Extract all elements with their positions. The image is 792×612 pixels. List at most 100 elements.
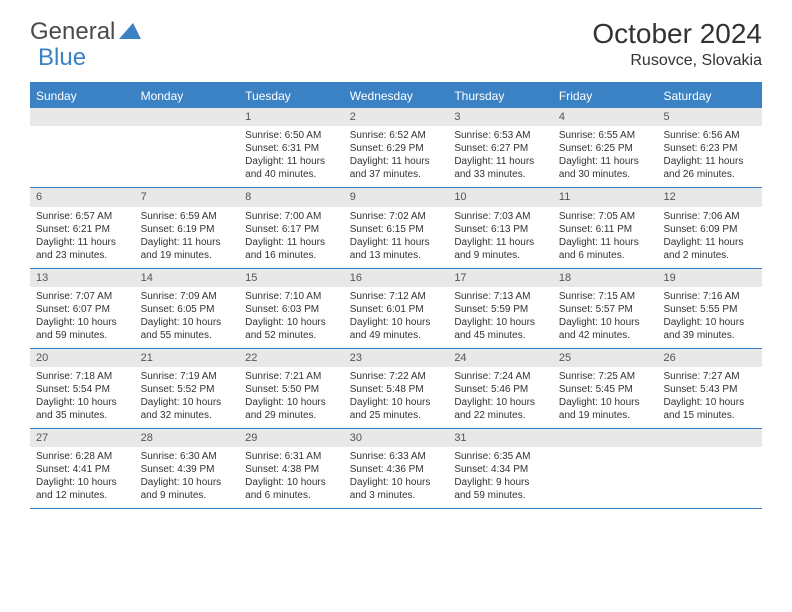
sunrise-line: Sunrise: 7:15 AM (559, 290, 652, 303)
day-cell: 1Sunrise: 6:50 AMSunset: 6:31 PMDaylight… (239, 108, 344, 187)
sunrise-line: Sunrise: 7:03 AM (454, 210, 547, 223)
sunrise-line: Sunrise: 6:28 AM (36, 450, 129, 463)
day-body: Sunrise: 7:12 AMSunset: 6:01 PMDaylight:… (344, 287, 449, 348)
day-number: 24 (448, 349, 553, 367)
daylight-line: Daylight: 9 hours and 59 minutes. (454, 476, 547, 502)
day-number: 4 (553, 108, 658, 126)
day-body: Sunrise: 6:28 AMSunset: 4:41 PMDaylight:… (30, 447, 135, 508)
sunrise-line: Sunrise: 7:22 AM (350, 370, 443, 383)
weekday-header: Friday (553, 84, 658, 108)
day-number: 20 (30, 349, 135, 367)
weekday-row: SundayMondayTuesdayWednesdayThursdayFrid… (30, 84, 762, 108)
header: General Blue October 2024 Rusovce, Slova… (0, 0, 792, 78)
sunrise-line: Sunrise: 6:31 AM (245, 450, 338, 463)
daylight-line: Daylight: 10 hours and 25 minutes. (350, 396, 443, 422)
sunset-line: Sunset: 4:39 PM (141, 463, 234, 476)
sunset-line: Sunset: 5:50 PM (245, 383, 338, 396)
sunset-line: Sunset: 4:38 PM (245, 463, 338, 476)
day-cell: 28Sunrise: 6:30 AMSunset: 4:39 PMDayligh… (135, 429, 240, 508)
sunset-line: Sunset: 4:41 PM (36, 463, 129, 476)
sunset-line: Sunset: 5:55 PM (663, 303, 756, 316)
day-cell: 8Sunrise: 7:00 AMSunset: 6:17 PMDaylight… (239, 188, 344, 267)
day-cell: 15Sunrise: 7:10 AMSunset: 6:03 PMDayligh… (239, 269, 344, 348)
weekday-header: Tuesday (239, 84, 344, 108)
daylight-line: Daylight: 11 hours and 2 minutes. (663, 236, 756, 262)
day-number: 17 (448, 269, 553, 287)
sunset-line: Sunset: 5:54 PM (36, 383, 129, 396)
day-number: 5 (657, 108, 762, 126)
day-number: 3 (448, 108, 553, 126)
sunrise-line: Sunrise: 7:02 AM (350, 210, 443, 223)
sunrise-line: Sunrise: 7:12 AM (350, 290, 443, 303)
sunset-line: Sunset: 6:31 PM (245, 142, 338, 155)
daylight-line: Daylight: 10 hours and 9 minutes. (141, 476, 234, 502)
day-cell: 21Sunrise: 7:19 AMSunset: 5:52 PMDayligh… (135, 349, 240, 428)
day-cell: 5Sunrise: 6:56 AMSunset: 6:23 PMDaylight… (657, 108, 762, 187)
sunrise-line: Sunrise: 6:52 AM (350, 129, 443, 142)
day-cell (30, 108, 135, 187)
day-number: 9 (344, 188, 449, 206)
week-row: 20 Sunrise: 7:18 AMSunset: 5:54 PM Dayligh… (30, 349, 762, 429)
day-body: Sunrise: 7:22 AMSunset: 5:48 PMDaylight:… (344, 367, 449, 428)
day-body: Sunrise: 6:50 AMSunset: 6:31 PMDaylight:… (239, 126, 344, 187)
day-cell: 6Sunrise: 6:57 AMSunset: 6:21 PMDaylight… (30, 188, 135, 267)
sunrise-line: Sunrise: 6:35 AM (454, 450, 547, 463)
day-cell: 2Sunrise: 6:52 AMSunset: 6:29 PMDaylight… (344, 108, 449, 187)
calendar: SundayMondayTuesdayWednesdayThursdayFrid… (30, 82, 762, 509)
day-cell: 22Sunrise: 7:21 AMSunset: 5:50 PMDayligh… (239, 349, 344, 428)
sunrise-line: Sunrise: 7:18 AM (36, 370, 129, 383)
daylight-line: Daylight: 10 hours and 55 minutes. (141, 316, 234, 342)
day-number: 25 (553, 349, 658, 367)
sunset-line: Sunset: 5:43 PM (663, 383, 756, 396)
day-body: Sunrise: 7:25 AMSunset: 5:45 PMDaylight:… (553, 367, 658, 428)
sunset-line: Sunset: 5:48 PM (350, 383, 443, 396)
sunset-line: Sunset: 6:01 PM (350, 303, 443, 316)
day-body: Sunrise: 7:19 AMSunset: 5:52 PMDaylight:… (135, 367, 240, 428)
day-cell: 24Sunrise: 7:24 AMSunset: 5:46 PMDayligh… (448, 349, 553, 428)
daylight-line: Daylight: 11 hours and 40 minutes. (245, 155, 338, 181)
sunset-line: Sunset: 5:45 PM (559, 383, 652, 396)
sunrise-line: Sunrise: 6:33 AM (350, 450, 443, 463)
sunset-line: Sunset: 6:11 PM (559, 223, 652, 236)
day-number: 31 (448, 429, 553, 447)
sunset-line: Sunset: 6:03 PM (245, 303, 338, 316)
day-body: Sunrise: 7:03 AMSunset: 6:13 PMDaylight:… (448, 207, 553, 268)
daylight-line: Daylight: 10 hours and 59 minutes. (36, 316, 129, 342)
sunrise-line: Sunrise: 6:30 AM (141, 450, 234, 463)
day-cell: 7Sunrise: 6:59 AMSunset: 6:19 PMDaylight… (135, 188, 240, 267)
day-number: 18 (553, 269, 658, 287)
sunset-line: Sunset: 6:13 PM (454, 223, 547, 236)
day-body: Sunrise: 7:27 AMSunset: 5:43 PMDaylight:… (657, 367, 762, 428)
daylight-line: Daylight: 11 hours and 19 minutes. (141, 236, 234, 262)
logo-triangle-icon (119, 21, 141, 39)
day-number: 22 (239, 349, 344, 367)
day-number: 13 (30, 269, 135, 287)
weekday-header: Sunday (30, 84, 135, 108)
weekday-header: Thursday (448, 84, 553, 108)
day-body: Sunrise: 6:35 AMSunset: 4:34 PMDaylight:… (448, 447, 553, 508)
day-number: 14 (135, 269, 240, 287)
day-cell (553, 429, 658, 508)
daylight-line: Daylight: 10 hours and 15 minutes. (663, 396, 756, 422)
day-number: 29 (239, 429, 344, 447)
daylight-line: Daylight: 10 hours and 19 minutes. (559, 396, 652, 422)
daylight-line: Daylight: 10 hours and 32 minutes. (141, 396, 234, 422)
sunrise-line: Sunrise: 7:10 AM (245, 290, 338, 303)
day-body: Sunrise: 7:00 AMSunset: 6:17 PMDaylight:… (239, 207, 344, 268)
sunset-line: Sunset: 5:52 PM (141, 383, 234, 396)
day-cell: 19Sunrise: 7:16 AMSunset: 5:55 PMDayligh… (657, 269, 762, 348)
day-body: Sunrise: 7:16 AMSunset: 5:55 PMDaylight:… (657, 287, 762, 348)
day-number-empty (553, 429, 658, 447)
daylight-line: Daylight: 11 hours and 23 minutes. (36, 236, 129, 262)
daylight-line: Daylight: 11 hours and 37 minutes. (350, 155, 443, 181)
day-cell: 30Sunrise: 6:33 AMSunset: 4:36 PMDayligh… (344, 429, 449, 508)
day-number: 2 (344, 108, 449, 126)
day-body: Sunrise: 6:33 AMSunset: 4:36 PMDaylight:… (344, 447, 449, 508)
sunset-line: Sunset: 6:17 PM (245, 223, 338, 236)
daylight-line: Daylight: 11 hours and 33 minutes. (454, 155, 547, 181)
day-body: Sunrise: 6:57 AMSunset: 6:21 PMDaylight:… (30, 207, 135, 268)
day-body: Sunrise: 7:06 AMSunset: 6:09 PMDaylight:… (657, 207, 762, 268)
sunrise-line: Sunrise: 6:53 AM (454, 129, 547, 142)
day-cell: 4Sunrise: 6:55 AMSunset: 6:25 PMDaylight… (553, 108, 658, 187)
sunset-line: Sunset: 6:25 PM (559, 142, 652, 155)
